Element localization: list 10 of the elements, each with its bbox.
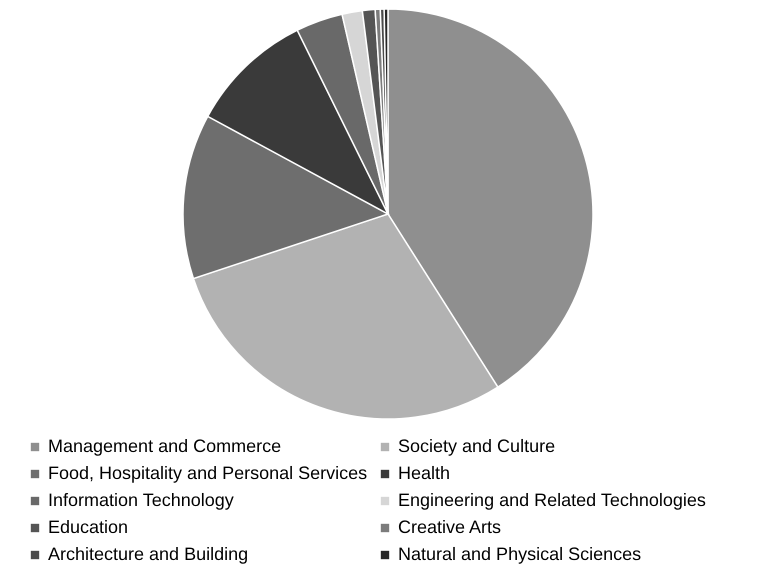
legend-label: Information Technology bbox=[48, 490, 234, 510]
legend-label: Society and Culture bbox=[398, 436, 556, 456]
legend-label: Creative Arts bbox=[398, 517, 502, 537]
legend-label: Natural and Physical Sciences bbox=[398, 544, 642, 564]
legend-label: Health bbox=[398, 463, 450, 483]
legend-label: Education bbox=[48, 517, 128, 537]
legend-label: Architecture and Building bbox=[48, 544, 248, 564]
legend-label: Food, Hospitality and Personal Services bbox=[48, 463, 368, 483]
legend-label: Engineering and Related Technologies bbox=[398, 490, 706, 510]
legend-label: Management and Commerce bbox=[48, 436, 282, 456]
